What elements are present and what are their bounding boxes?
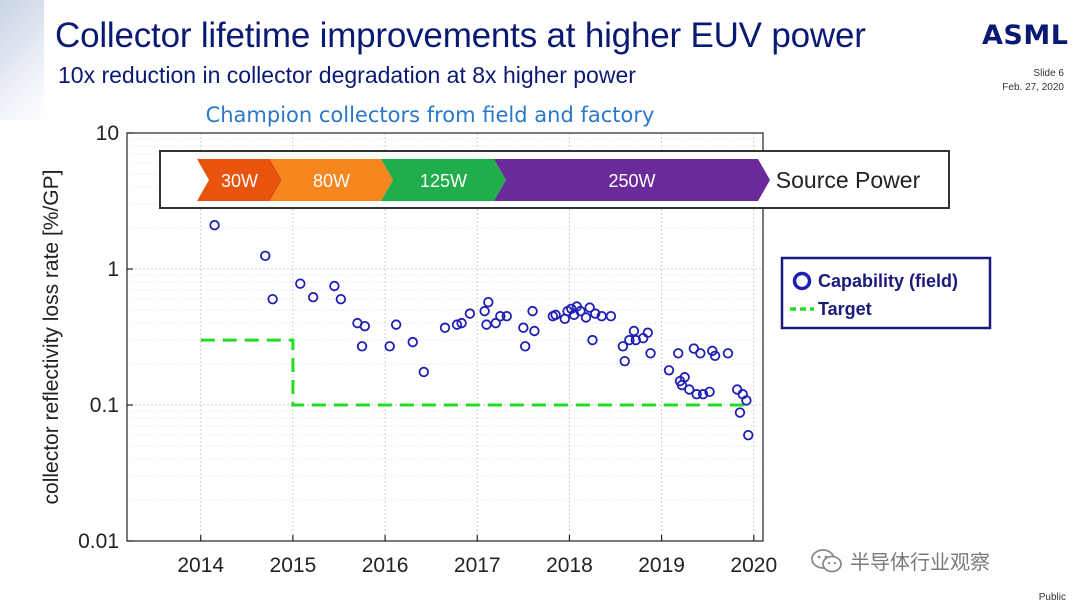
data-point [490, 317, 501, 329]
power-segment-80w [270, 159, 393, 201]
data-point [439, 322, 451, 333]
data-point [590, 308, 601, 319]
plot-frame [126, 132, 764, 542]
data-point [483, 297, 494, 308]
legend-marker-capability [792, 271, 812, 291]
x-tick-label: 2015 [270, 554, 317, 577]
slide-subtitle: 10x reduction in collector degradation a… [58, 62, 636, 88]
x-tick-label: 2019 [638, 554, 685, 577]
public-label: Public [1038, 592, 1066, 603]
power-segment-label: 80W [313, 171, 350, 191]
data-point [663, 365, 675, 376]
power-banner: 30W 80W 125W 250W Source Power [159, 150, 950, 209]
slide-title: Collector lifetime improvements at highe… [55, 16, 866, 55]
corner-decoration [0, 0, 44, 120]
watermark-text: 半导体行业观察 [850, 552, 990, 574]
data-point [518, 322, 529, 333]
power-segment-125w [381, 159, 506, 201]
x-tick-label: 2014 [177, 554, 224, 577]
data-point [605, 310, 617, 322]
chart-title: Champion collectors from field and facto… [206, 103, 655, 127]
data-point [519, 341, 531, 352]
power-segment-30w [197, 159, 282, 201]
x-tick-label: 2020 [730, 554, 777, 577]
legend-box [780, 256, 992, 330]
data-point [587, 334, 598, 346]
x-tick-label: 2016 [362, 554, 409, 577]
data-point [741, 395, 752, 406]
data-point [260, 250, 271, 262]
legend: Capability (field) Target [780, 256, 992, 330]
axes: 0.01 0.1 1 10 2014 2015 2016 2017 2018 2019 2020 [78, 122, 777, 577]
data-point [359, 320, 371, 332]
data-point [709, 350, 721, 362]
data-point [335, 293, 347, 305]
data-point [329, 280, 340, 292]
data-point [628, 325, 640, 337]
data-point [624, 334, 635, 346]
y-tick-label: 10 [96, 122, 119, 145]
slide-number: Slide 6 [1033, 68, 1064, 79]
data-point [356, 341, 368, 352]
target-series [200, 338, 752, 407]
power-segment-label: 125W [420, 171, 467, 191]
legend-label-target: Target [818, 299, 872, 319]
data-point [550, 309, 561, 321]
y-tick-label: 0.01 [78, 530, 119, 553]
data-point [384, 341, 395, 352]
data-point [691, 389, 702, 400]
data-point [575, 305, 586, 317]
y-tick-label: 0.1 [90, 394, 119, 417]
data-point [418, 366, 430, 378]
data-point [731, 384, 743, 395]
data-point [529, 325, 540, 337]
data-point [407, 336, 418, 348]
data-point [307, 292, 319, 303]
power-segment-label: 30W [221, 171, 258, 191]
data-point [464, 308, 476, 319]
data-point [501, 310, 512, 322]
power-segment-label: 250W [608, 171, 655, 191]
data-point [295, 278, 306, 289]
data-point [527, 305, 538, 317]
data-point [584, 302, 595, 313]
asml-logo: ASML [982, 20, 1069, 51]
capability-series [209, 219, 754, 441]
data-point [645, 348, 656, 359]
data-point [456, 317, 467, 329]
data-point [580, 312, 592, 323]
data-point [481, 319, 492, 330]
watermark: 半导体行业观察 [810, 546, 990, 575]
data-point [451, 319, 463, 330]
slide-date: Feb. 27, 2020 [1002, 82, 1064, 93]
data-point [679, 372, 690, 383]
y-tick-label: 1 [107, 258, 119, 281]
power-segment-250w [494, 159, 770, 201]
data-point [697, 389, 709, 400]
y-axis-label: collector reflectivity loss rate [%/GP] [40, 170, 63, 505]
data-point [704, 386, 715, 398]
data-point [495, 310, 506, 322]
legend-label-capability: Capability (field) [818, 271, 958, 291]
x-tick-label: 2018 [546, 554, 593, 577]
source-power-label: Source Power [776, 167, 921, 193]
data-point [267, 293, 278, 305]
x-tick-label: 2017 [454, 554, 501, 577]
data-point [617, 341, 629, 352]
data-point [209, 219, 220, 231]
data-point [695, 348, 706, 359]
data-point [673, 348, 684, 359]
data-point [743, 429, 754, 441]
data-point [479, 305, 490, 317]
data-point [619, 355, 630, 367]
wechat-icon [811, 548, 842, 572]
data-point [722, 348, 734, 359]
data-point [566, 303, 577, 314]
data-point [642, 327, 653, 338]
target-line [200, 338, 752, 407]
data-point [684, 384, 695, 395]
data-point [734, 407, 746, 418]
data-point [390, 319, 402, 330]
